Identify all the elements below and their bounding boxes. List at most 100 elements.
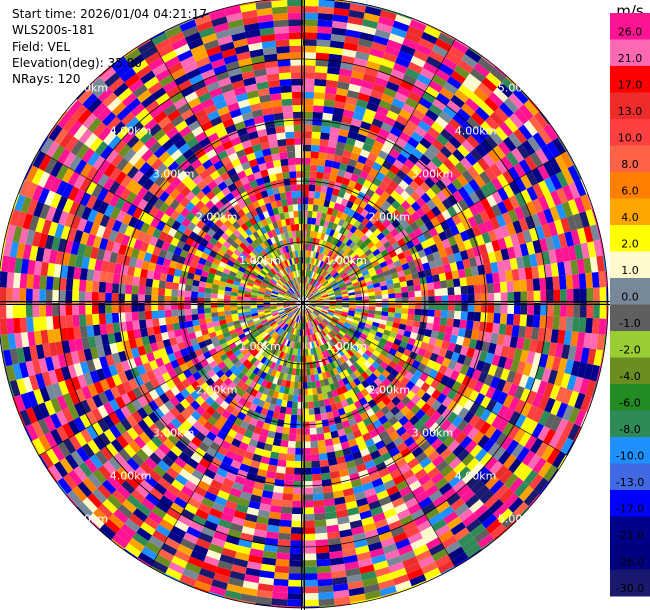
range-gate (436, 331, 445, 341)
range-gate (318, 399, 325, 408)
range-gate (319, 260, 324, 268)
range-gate (223, 252, 231, 261)
range-gate (347, 179, 357, 189)
range-gate (188, 266, 197, 274)
range-gate (200, 346, 209, 354)
range-gate (400, 190, 411, 201)
range-gate (73, 229, 84, 244)
range-gate (317, 315, 324, 321)
range-gate (313, 326, 318, 334)
range-gate (415, 159, 427, 171)
range-gate (368, 364, 377, 373)
range-gate (341, 309, 349, 313)
range-gate (307, 394, 314, 402)
range-gate (524, 376, 536, 391)
range-gate (303, 58, 316, 66)
range-gate (138, 277, 147, 287)
range-gate (370, 89, 384, 100)
range-gate (286, 454, 296, 462)
range-gate (65, 290, 73, 303)
range-gate (508, 93, 524, 109)
range-gate (389, 431, 400, 442)
range-gate (449, 334, 458, 344)
range-gate (151, 560, 169, 574)
range-gate (338, 330, 346, 337)
range-gate (554, 434, 568, 452)
range-gate (497, 356, 507, 369)
range-gate (284, 295, 291, 299)
range-gate (62, 152, 77, 168)
range-gate (467, 285, 475, 295)
range-gate (537, 264, 546, 279)
range-gate (191, 285, 199, 292)
range-gate (480, 121, 495, 136)
range-gate (408, 303, 416, 309)
range-gate (543, 464, 558, 482)
range-gate (340, 315, 347, 320)
range-gate (329, 383, 337, 391)
range-gate (284, 283, 290, 289)
range-gate (322, 336, 329, 343)
range-gate (318, 598, 335, 607)
range-gate (211, 245, 220, 254)
range-gate (522, 362, 533, 377)
range-gate (72, 314, 80, 328)
range-gate (345, 256, 352, 264)
range-gate (290, 533, 303, 541)
range-gate (270, 505, 282, 513)
range-gate (341, 354, 349, 362)
range-gate (520, 189, 533, 204)
range-gate (370, 506, 384, 517)
range-gate (380, 190, 391, 201)
range-gate (132, 320, 140, 330)
range-gate (306, 276, 309, 284)
range-gate (326, 146, 336, 155)
range-gate (467, 303, 475, 312)
range-gate (315, 238, 321, 246)
range-gate (448, 136, 462, 149)
range-gate (116, 434, 129, 449)
range-gate (18, 227, 29, 244)
range-gate (497, 141, 512, 156)
range-gate (123, 444, 137, 458)
range-gate (312, 289, 319, 295)
range-gate (217, 560, 233, 571)
range-gate (179, 398, 191, 409)
range-gate (161, 223, 172, 235)
range-gate (235, 326, 243, 333)
range-gate (589, 364, 600, 382)
range-gate (187, 497, 202, 509)
range-gate (196, 219, 206, 230)
range-gate (394, 292, 402, 299)
range-gate (175, 213, 186, 224)
range-gate (347, 249, 355, 257)
range-gate (116, 62, 133, 78)
range-gate (543, 208, 555, 224)
range-gate (22, 376, 34, 393)
range-gate (313, 499, 325, 508)
range-gate (350, 1, 367, 6)
range-gate (265, 335, 273, 343)
range-gate (372, 419, 383, 429)
range-gate (566, 374, 578, 391)
range-gate (462, 258, 471, 269)
range-gate (99, 237, 109, 250)
range-gate (293, 355, 298, 363)
range-gate (361, 79, 375, 90)
range-gate (87, 439, 101, 455)
range-gate (237, 426, 247, 436)
range-gate (245, 361, 254, 370)
range-gate (249, 261, 257, 269)
range-gate (176, 240, 186, 250)
range-gate (407, 136, 420, 149)
range-gate (502, 198, 514, 212)
range-gate (446, 388, 458, 401)
range-gate (524, 215, 536, 230)
range-gate (468, 47, 483, 58)
range-gate (310, 158, 319, 166)
range-gate (126, 97, 141, 112)
range-gate (308, 284, 312, 292)
range-gate (432, 251, 442, 261)
range-gate (284, 353, 290, 361)
range-gate (407, 153, 420, 165)
